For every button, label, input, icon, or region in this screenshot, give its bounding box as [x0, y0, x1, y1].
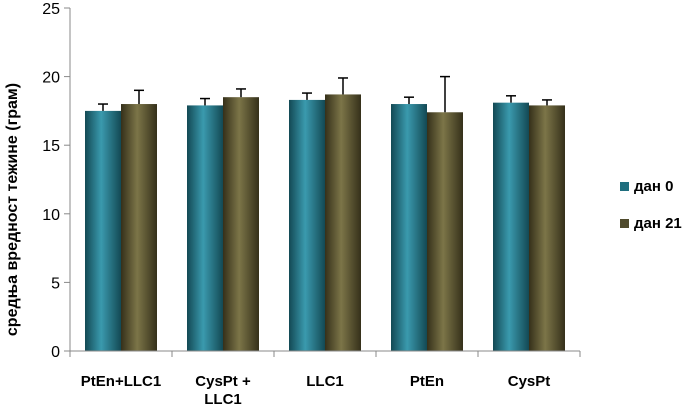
bar-day0-0: [85, 110, 121, 352]
legend-label-day21: дан 21: [634, 215, 682, 232]
bar-day21-4: [529, 105, 565, 351]
y-tick-label-15: 15: [42, 138, 60, 155]
bar-day0-2: [289, 99, 325, 351]
y-tick-label-10: 10: [42, 207, 60, 224]
bar-day21-1: [223, 97, 259, 352]
legend: дан 0 дан 21: [620, 178, 682, 232]
legend-label-day0: дан 0: [634, 178, 673, 195]
axes-layer: [64, 7, 581, 357]
y-tick-label-25: 25: [42, 1, 60, 18]
bar-day21-2: [325, 94, 361, 351]
y-tick-label-20: 20: [42, 70, 60, 87]
bar-day0-3: [391, 104, 427, 351]
legend-swatch-day21: [620, 219, 629, 228]
y-tick-label-0: 0: [51, 344, 60, 361]
labels-layer: 0 5 10 15 20 25 PtEn+LLC1 CysPt + LLC1 LLC1 PtEn Cy…: [4, 1, 550, 407]
y-tick-label-5: 5: [51, 275, 60, 292]
x-category-label-4: CysPt: [508, 373, 551, 390]
error-bars-layer: [98, 75, 552, 113]
legend-swatch-day0: [620, 182, 629, 191]
x-category-label-1: CysPt + LLC1: [195, 373, 251, 407]
bar-day0-4: [493, 102, 529, 351]
x-category-label-0: PtEn+LLC1: [81, 373, 161, 390]
x-category-label-2: LLC1: [306, 373, 344, 390]
y-axis-label: средња вредност тежине (грам): [4, 83, 21, 336]
bar-day21-3: [427, 112, 463, 351]
x-category-label-3: PtEn: [410, 373, 444, 390]
bars-layer: [85, 94, 565, 352]
bar-day0-1: [187, 105, 223, 351]
bar-day21-0: [121, 104, 157, 351]
